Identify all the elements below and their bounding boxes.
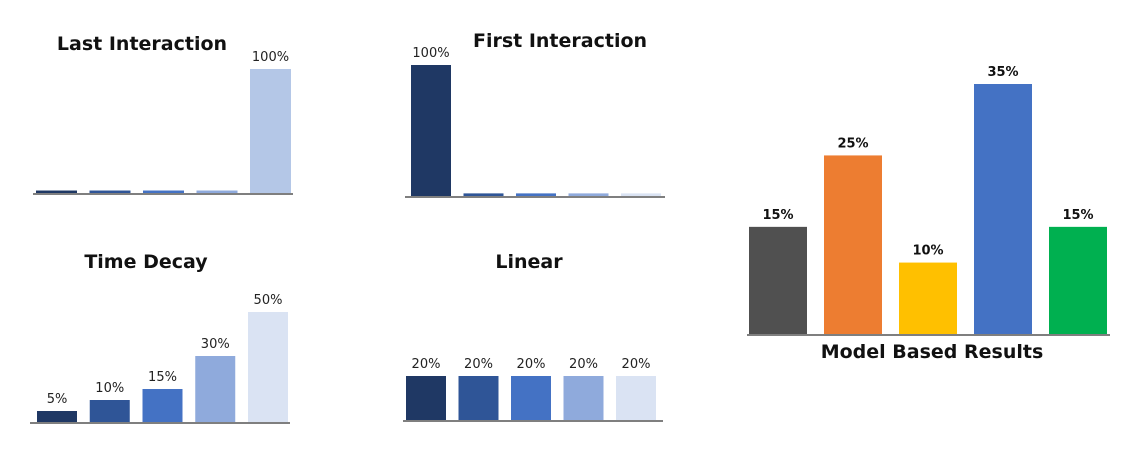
linear-data-label-3: 20% <box>517 357 546 372</box>
model-based-results-data-label-5: 15% <box>1062 208 1093 223</box>
linear-bar-4 <box>563 376 604 420</box>
linear-bar-1 <box>406 376 446 420</box>
linear-bar-5 <box>616 376 656 420</box>
model-based-results-data-label-2: 25% <box>837 136 868 151</box>
linear-chart: Linear 20% 20% 20% 20% 20% <box>403 251 663 422</box>
last-interaction-bar-5 <box>250 69 291 193</box>
linear-data-label-5: 20% <box>622 357 651 372</box>
last-interaction-bar-2 <box>89 190 131 193</box>
first-interaction-title: First Interaction <box>473 30 647 52</box>
model-based-results-bar-5 <box>1049 226 1107 334</box>
model-based-results-data-label-4: 35% <box>987 65 1018 80</box>
first-interaction-bar-5 <box>621 193 661 196</box>
model-based-results-bar-3 <box>899 262 957 334</box>
linear-data-label-2: 20% <box>464 357 493 372</box>
linear-bar-2 <box>458 376 499 420</box>
time-decay-bar-5 <box>248 312 288 422</box>
first-interaction-bar-3 <box>516 193 556 196</box>
model-based-results-data-label-3: 10% <box>912 244 943 259</box>
time-decay-data-label-4: 30% <box>201 337 230 352</box>
last-interaction-data-label-5: 100% <box>252 50 289 65</box>
linear-data-label-1: 20% <box>412 357 441 372</box>
last-interaction-title: Last Interaction <box>57 33 227 55</box>
model-based-results-chart: Model Based Results 15% 25% 10% 35% 15% <box>747 65 1110 363</box>
time-decay-bar-4 <box>195 356 236 422</box>
time-decay-data-label-2: 10% <box>95 381 124 396</box>
last-interaction-chart: Last Interaction 100% <box>33 33 293 195</box>
first-interaction-bar-1 <box>411 65 451 196</box>
model-based-results-bar-4 <box>974 84 1032 334</box>
model-based-results-title: Model Based Results <box>821 341 1044 363</box>
first-interaction-data-label-1: 100% <box>412 46 449 61</box>
time-decay-title: Time Decay <box>84 251 208 273</box>
last-interaction-bar-4 <box>196 190 238 193</box>
model-based-results-data-label-1: 15% <box>762 208 793 223</box>
time-decay-bar-2 <box>89 400 130 422</box>
first-interaction-bar-2 <box>463 193 504 196</box>
model-based-results-bar-2 <box>824 155 882 334</box>
time-decay-bar-1 <box>37 411 77 422</box>
linear-title: Linear <box>495 251 563 273</box>
time-decay-chart: Time Decay 5% 10% 15% 30% 50% <box>30 251 290 424</box>
time-decay-data-label-1: 5% <box>47 392 68 407</box>
time-decay-data-label-3: 15% <box>148 370 177 385</box>
last-interaction-bar-1 <box>36 190 77 193</box>
last-interaction-bar-3 <box>143 190 184 193</box>
model-based-results-bar-1 <box>749 226 807 334</box>
time-decay-bar-3 <box>142 389 183 422</box>
linear-data-label-4: 20% <box>569 357 598 372</box>
first-interaction-bar-4 <box>568 193 609 196</box>
first-interaction-chart: First Interaction 100% <box>405 30 665 198</box>
linear-bar-3 <box>511 376 551 420</box>
time-decay-data-label-5: 50% <box>254 293 283 308</box>
